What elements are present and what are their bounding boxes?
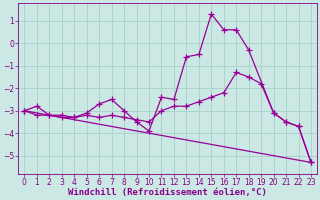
X-axis label: Windchill (Refroidissement éolien,°C): Windchill (Refroidissement éolien,°C)	[68, 188, 267, 197]
